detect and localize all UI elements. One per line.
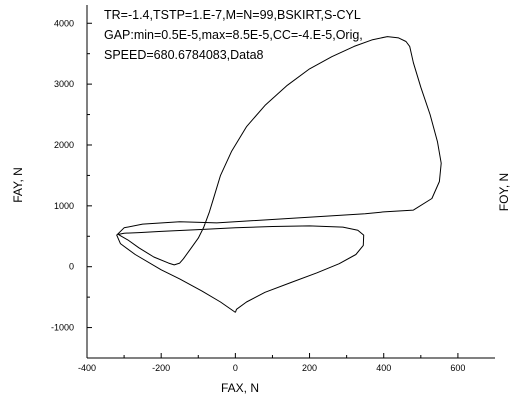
orbit-series-line	[116, 36, 442, 313]
x-tick-label: 400	[376, 363, 391, 373]
y-tick-label: 4000	[54, 18, 74, 28]
x-tick-label: -400	[78, 363, 96, 373]
y-tick-label: 1000	[54, 201, 74, 211]
x-tick-label: 600	[450, 363, 465, 373]
annotation-line-1: TR=-1.4,TSTP=1.E-7,M=N=99,BSKIRT,S-CYL	[104, 8, 361, 22]
x-tick-label: -200	[152, 363, 170, 373]
x-tick-label: 200	[302, 363, 317, 373]
y-tick-label: 3000	[54, 79, 74, 89]
y-tick-label: -1000	[51, 323, 74, 333]
y-tick-label: 2000	[54, 140, 74, 150]
annotation-line-2: GAP:min=0.5E-5,max=8.5E-5,CC=-4.E-5,Orig…	[104, 28, 363, 42]
x-axis-title: FAX, N	[221, 381, 259, 395]
annotation-line-3: SPEED=680.6784083,Data8	[104, 48, 264, 62]
y-tick-label: 0	[69, 262, 74, 272]
y2-axis-title: FOY, N	[497, 173, 510, 211]
y-axis-title: FAY, N	[11, 167, 25, 203]
x-tick-label: 0	[233, 363, 238, 373]
